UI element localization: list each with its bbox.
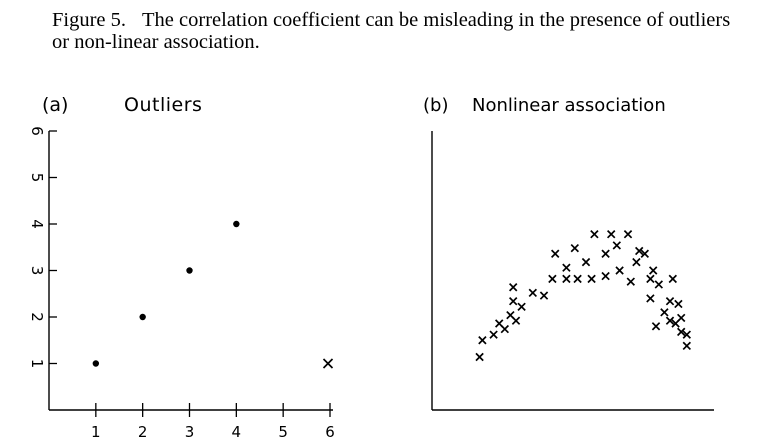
data-point [632,257,641,267]
panel-b-title: Nonlinear association [472,95,666,116]
data-point [511,316,521,325]
data-point [508,296,518,306]
panel-b: (b) Nonlinear association [423,95,714,411]
panel-b-label: (b) [423,95,448,116]
data-point [665,316,675,325]
y-tick-label: 3 [28,266,46,276]
x-tick-label: 1 [91,423,101,441]
data-point [500,324,510,334]
data-point [562,263,571,272]
x-tick-label: 6 [325,423,335,441]
data-point [573,274,582,284]
data-point [665,296,675,306]
data-point [674,299,683,309]
x-tick-label: 5 [278,423,288,441]
data-point [668,274,678,284]
panel-b-points [475,230,692,362]
panel-a: (a) Outliers 1 2 3 4 5 6 1 2 3 4 5 6 [28,94,335,441]
data-point [517,302,526,311]
outlier-point [322,358,334,369]
data-point [539,291,549,300]
data-point [186,267,193,274]
x-tick-label: 3 [185,423,195,441]
data-point [606,230,616,239]
data-point [139,313,146,321]
data-point [562,274,571,284]
panel-a-label: (a) [42,94,68,116]
data-point [612,241,622,250]
data-point [590,230,599,239]
data-point [489,330,498,339]
data-point [626,277,636,286]
data-point [233,220,240,228]
data-point [601,271,610,281]
data-point [646,274,655,284]
data-point [92,360,100,367]
data-point [646,294,655,303]
data-point [508,283,518,292]
x-tick-label: 4 [232,423,242,441]
panel-a-title: Outliers [124,94,202,116]
data-point [676,313,686,323]
y-tick-label: 2 [28,312,46,322]
y-tick-label: 4 [28,219,46,229]
data-point [651,322,661,331]
figure-caption: Figure 5. The correlation coefficient can… [52,9,752,53]
data-point [601,249,610,258]
data-point [676,327,686,337]
data-point [587,274,596,284]
data-point [548,274,557,284]
data-point [654,280,664,289]
data-point [475,352,484,362]
data-point [648,266,658,275]
panel-a-x-ticks: 1 2 3 4 5 6 [91,403,335,441]
data-point [640,249,650,258]
data-point [682,341,692,351]
y-tick-label: 1 [28,359,46,369]
data-point [660,308,669,317]
data-point [615,266,624,275]
panel-a-y-ticks: 1 2 3 4 5 6 [28,126,57,368]
figure-number: Figure 5. [52,9,127,31]
x-tick-label: 2 [138,423,148,441]
data-point [528,288,538,298]
y-tick-label: 5 [28,173,46,183]
figure-caption-text: The correlation coefficient can be misle… [52,9,731,53]
y-tick-label: 6 [28,126,46,136]
data-point [623,230,633,239]
data-point [478,336,487,345]
data-point [634,246,644,256]
data-point [581,257,591,267]
data-point [550,249,560,258]
data-point [570,243,580,253]
panel-a-points [92,220,334,369]
data-point [682,330,692,339]
